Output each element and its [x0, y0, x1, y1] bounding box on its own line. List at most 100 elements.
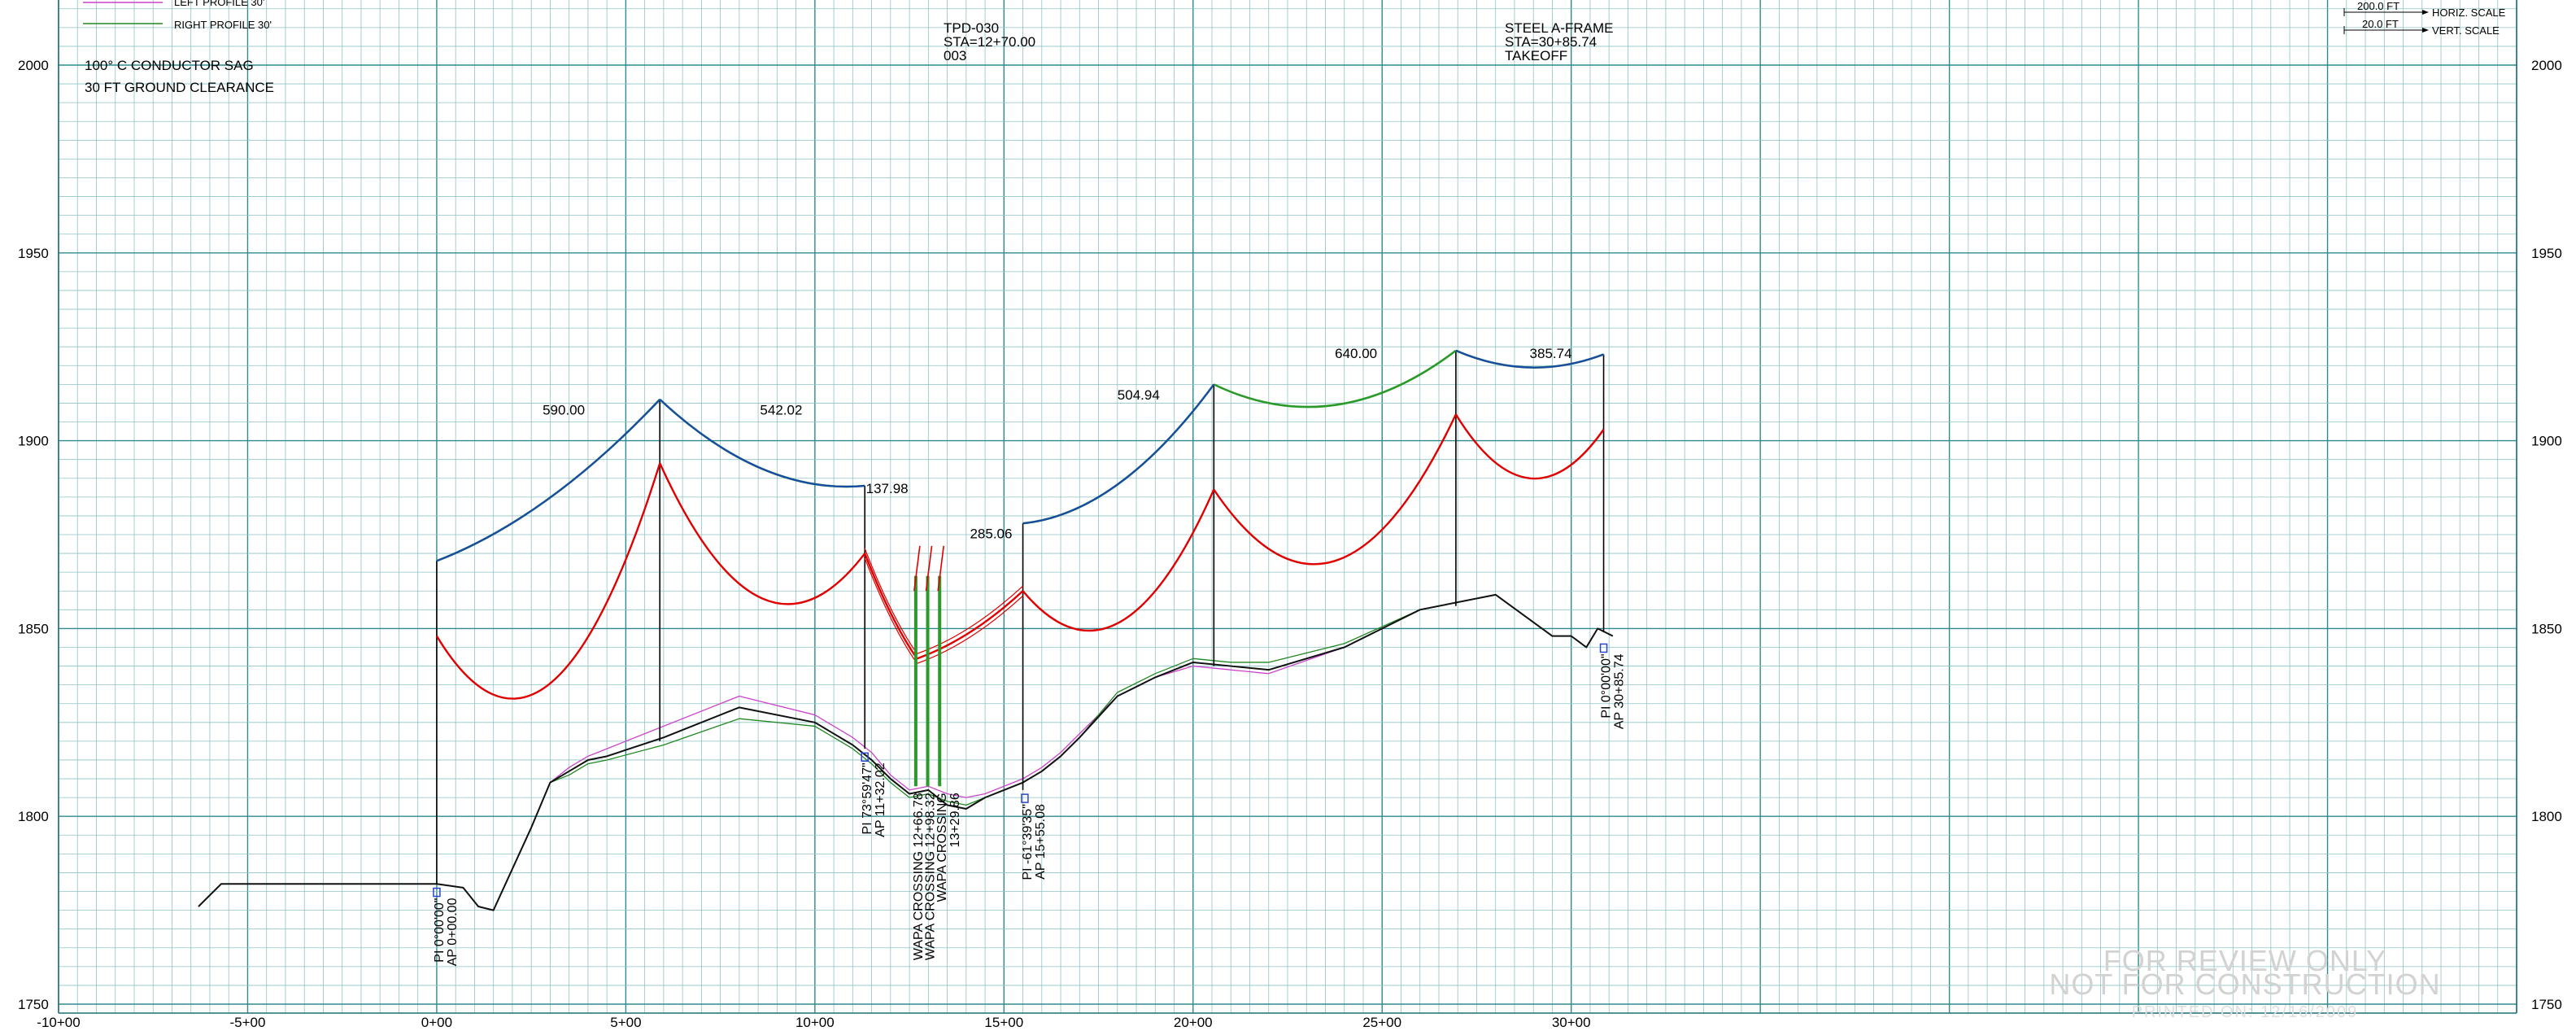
conductor-span [864, 548, 918, 654]
span-length-labels: 590.00 542.02 137.98 285.06 504.94 640.00 385.… [543, 346, 1571, 542]
note-conductor-sag: 100° C CONDUCTOR SAG [85, 58, 254, 73]
y-tick-label-right: 1750 [2531, 997, 2562, 1012]
wapa-crossing-wire [913, 545, 921, 592]
structure-poles [436, 350, 1605, 885]
conductor-span [1022, 489, 1215, 632]
station-annotation: PI 0°00'00" AP 30+85.74 [1600, 653, 1627, 729]
conductor-span [864, 553, 918, 660]
review-watermark: FOR REVIEW ONLY NOT FOR CONSTRUCTION PRI… [2049, 944, 2440, 1021]
station-annotation-line: AP 30+85.74 [1613, 653, 1627, 729]
y-axis-tick-labels: 1750 1750 1800 1800 1850 1850 1900 1900 1950 1950… [18, 58, 2562, 1012]
station-annotation: PI -61°39'35" AP 15+55.08 [1021, 804, 1048, 880]
y-tick-label-right: 1950 [2531, 246, 2562, 261]
y-tick-label-right: 1850 [2531, 621, 2562, 636]
svg-text:FOR REVIEW ONLY: FOR REVIEW ONLY [2103, 944, 2386, 977]
svg-text:STA=30+85.74: STA=30+85.74 [1505, 34, 1597, 50]
y-tick-label-left: 1750 [18, 997, 49, 1012]
ground-profile-line [198, 593, 1614, 911]
station-annotation-line: 13+29.86 [948, 793, 962, 847]
station-annotation-line: AP 0+00.00 [446, 898, 460, 966]
legend-label-right-profile: RIGHT PROFILE 30' [174, 19, 272, 31]
station-annotation-line: WAPA CROSSING 12+66.78 [912, 793, 926, 960]
svg-text:003: 003 [944, 48, 966, 63]
span-length-label: 590.00 [543, 402, 585, 417]
x-tick-label: 5+00 [610, 1015, 641, 1030]
scale-legend: 200.0 FT HORIZ. SCALE 20.0 FT VERT. SCAL… [2343, 0, 2506, 37]
y-tick-label-right: 1800 [2531, 809, 2562, 824]
svg-text:PRINTED ON: 12/16/2009: PRINTED ON: 12/16/2009 [2132, 1003, 2359, 1021]
x-tick-label: 25+00 [1362, 1015, 1401, 1030]
conductor-span [1022, 383, 1215, 525]
station-annotation-line: WAPA CROSSING [935, 793, 949, 902]
station-annotation-line: PI 0°00'00" [1600, 653, 1614, 718]
chart-grid [58, 0, 2517, 1013]
station-annotation-line: PI 0°00'00" [433, 898, 447, 963]
conductor-span [916, 590, 1024, 660]
conductor-span [435, 462, 661, 700]
structure-label-tpd-030: TPD-030 STA=12+70.00 003 [944, 20, 1035, 63]
station-annotation: PI 73°59'47" AP 11+32.02 [861, 762, 887, 837]
conductor-span [917, 585, 1023, 654]
station-annotation: WAPA CROSSING 12+98.32 [924, 793, 938, 960]
legend: LEFT PROFILE 30' RIGHT PROFILE 30' [83, 0, 272, 31]
structure-base-marker [433, 887, 441, 898]
structure-base-marker [861, 752, 869, 762]
chart-frame [58, 0, 2517, 1014]
conductor-span [1213, 349, 1457, 408]
x-tick-label: 20+00 [1174, 1015, 1213, 1030]
horiz-scale-value: 200.0 FT [2357, 0, 2399, 12]
span-length-label: 504.94 [1118, 387, 1160, 403]
y-tick-label-left: 1850 [18, 621, 49, 636]
conductor-spans [435, 349, 1605, 700]
station-annotation-line: AP 11+32.02 [874, 762, 887, 837]
profile-lines [198, 593, 1614, 911]
wapa-crossing-wire [937, 545, 944, 592]
span-length-label: 385.74 [1530, 346, 1572, 361]
span-length-label: 640.00 [1335, 346, 1377, 361]
x-tick-label: 0+00 [421, 1015, 452, 1030]
conductor-span [1213, 413, 1457, 566]
vert-scale-value: 20.0 FT [2362, 18, 2399, 30]
legend-label-left-profile: LEFT PROFILE 30' [174, 0, 264, 8]
conductor-span [659, 462, 866, 605]
note-ground-clearance: 30 FT GROUND CLEARANCE [85, 80, 274, 95]
span-length-label: 542.02 [760, 402, 802, 417]
y-tick-label-right: 2000 [2531, 58, 2562, 73]
x-tick-label: 15+00 [984, 1015, 1023, 1030]
y-tick-label-left: 2000 [18, 58, 49, 73]
structure-base-marker [1021, 793, 1029, 803]
structure-base-marker [1599, 643, 1608, 653]
station-annotation-line: AP 15+55.08 [1034, 804, 1048, 880]
station-annotation: WAPA CROSSING 13+29.86 [935, 793, 962, 902]
y-tick-label-left: 1900 [18, 434, 49, 449]
station-annotation: WAPA CROSSING 12+66.78 [912, 793, 926, 960]
y-tick-label-left: 1800 [18, 809, 49, 824]
x-tick-label: 30+00 [1552, 1015, 1591, 1030]
x-axis-tick-labels: -10+00 -5+00 0+00 5+00 10+00 15+00 20+00 25+00 3… [37, 1015, 1590, 1030]
structure-label-steel-a-frame: STEEL A-FRAME STA=30+85.74 TAKEOFF [1505, 20, 1614, 63]
conductor-span [1455, 349, 1604, 369]
conductor-span [659, 399, 865, 488]
station-annotation: PI 0°00'00" AP 0+00.00 [433, 898, 460, 966]
conductor-span [1022, 383, 1215, 525]
wapa-crossing-markers [913, 545, 944, 787]
svg-text:TAKEOFF: TAKEOFF [1505, 48, 1567, 63]
svg-text:NOT FOR CONSTRUCTION: NOT FOR CONSTRUCTION [2049, 968, 2440, 1001]
station-annotation-line: PI 73°59'47" [861, 762, 874, 834]
span-length-label: 285.06 [970, 526, 1012, 542]
station-annotation-line: WAPA CROSSING 12+98.32 [924, 793, 938, 960]
x-tick-label: -5+00 [229, 1015, 265, 1030]
span-length-label: 137.98 [866, 481, 909, 496]
svg-text:STEEL A-FRAME: STEEL A-FRAME [1505, 20, 1614, 36]
vert-scale-label: VERT. SCALE [2432, 24, 2500, 37]
horiz-scale-label: HORIZ. SCALE [2432, 7, 2506, 19]
x-tick-label: -10+00 [37, 1015, 80, 1030]
station-annotation-line: PI -61°39'35" [1021, 804, 1035, 880]
svg-text:TPD-030: TPD-030 [944, 20, 999, 36]
y-tick-label-right: 1900 [2531, 434, 2562, 449]
y-tick-label-left: 1950 [18, 246, 49, 261]
structure-base-markers [433, 643, 1608, 898]
wapa-crossing-wire [925, 545, 933, 592]
x-tick-label: 10+00 [795, 1015, 835, 1030]
